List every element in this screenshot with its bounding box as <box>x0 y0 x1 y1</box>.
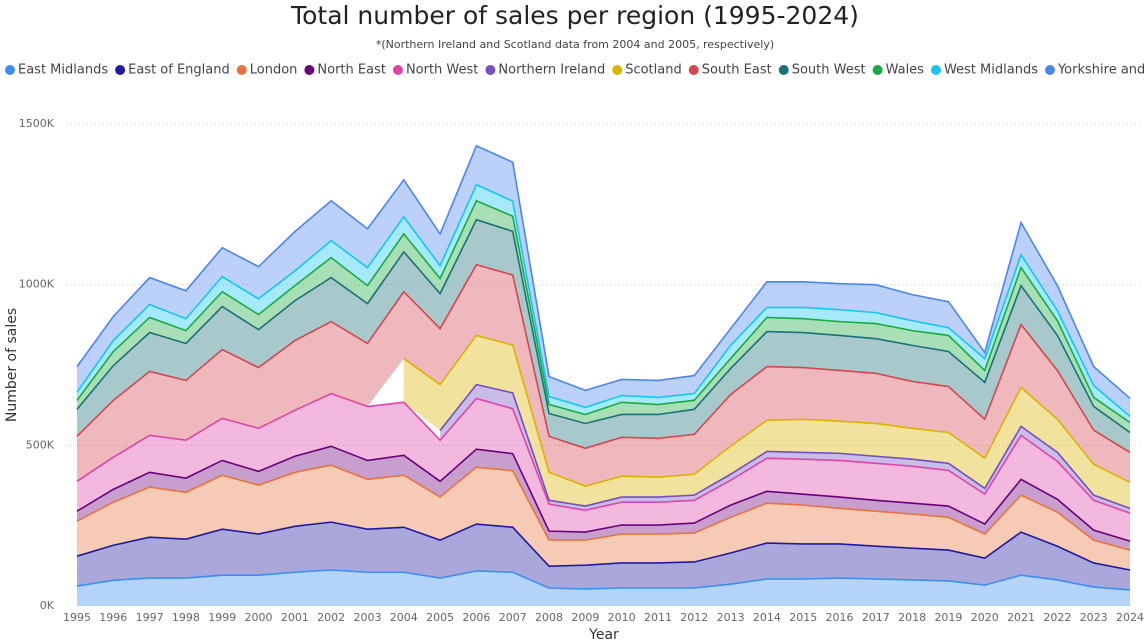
legend-label: East Midlands <box>18 63 108 78</box>
legend-label: Yorkshire and The Humber <box>1057 63 1144 78</box>
legend-label: South West <box>792 63 866 78</box>
x-tick-label: 2012 <box>680 611 708 624</box>
legend-marker <box>485 65 496 75</box>
x-tick-label: 2010 <box>608 611 636 624</box>
x-tick-label: 2024 <box>1116 611 1144 624</box>
x-tick-label: 2021 <box>1007 611 1035 624</box>
legend-label: East of England <box>128 63 230 78</box>
x-tick-label: 2011 <box>644 611 672 624</box>
legend-marker <box>930 65 941 75</box>
x-tick-label: 2014 <box>753 611 781 624</box>
y-tick-label: 0K <box>40 599 55 612</box>
x-tick-label: 2001 <box>281 611 309 624</box>
legend-label: West Midlands <box>944 63 1038 78</box>
area-line <box>76 263 1131 454</box>
area-fill <box>440 384 1130 514</box>
legend-marker <box>778 65 789 75</box>
area-line <box>76 569 1131 591</box>
area-line <box>76 218 1131 434</box>
area-line <box>76 445 1131 542</box>
x-tick-label: 2017 <box>862 611 890 624</box>
area-line <box>76 392 1131 514</box>
area-fill <box>77 393 1130 542</box>
x-tick-label: 2015 <box>789 611 817 624</box>
legend-label: Northern Ireland <box>498 63 605 78</box>
legend-label: North East <box>317 63 386 78</box>
legend-label: South East <box>702 63 772 78</box>
legend-label: Scotland <box>625 63 682 78</box>
area-fill <box>77 465 1130 571</box>
legend-label: North West <box>406 63 478 78</box>
area-line <box>76 183 1131 418</box>
x-tick-label: 2004 <box>390 611 418 624</box>
x-tick-label: 2005 <box>426 611 454 624</box>
x-tick-label: 2018 <box>898 611 926 624</box>
legend-marker <box>304 65 315 75</box>
area-fill <box>77 522 1130 590</box>
legend-marker <box>115 65 126 75</box>
legend-marker <box>612 65 623 75</box>
x-tick-label: 2006 <box>462 611 490 624</box>
x-tick-label: 1998 <box>172 611 200 624</box>
x-tick-label: 2003 <box>353 611 381 624</box>
legend-label: Wales <box>886 63 925 78</box>
x-tick-label: 2020 <box>971 611 999 624</box>
legend-marker <box>1044 65 1055 75</box>
x-tick-label: 2013 <box>717 611 745 624</box>
area-line <box>403 334 1131 487</box>
x-tick-label: 2023 <box>1080 611 1108 624</box>
area-line <box>439 383 1131 510</box>
x-tick-label: 2008 <box>535 611 563 624</box>
x-tick-label: 2002 <box>317 611 345 624</box>
y-tick-label: 1500K <box>19 117 55 130</box>
x-tick-label: 1996 <box>99 611 127 624</box>
area-line <box>76 144 1131 400</box>
legend-marker <box>236 65 247 75</box>
x-tick-label: 2019 <box>934 611 962 624</box>
area-fill <box>77 264 1130 487</box>
x-tick-label: 2000 <box>245 611 273 624</box>
y-axis-title: Number of sales <box>4 308 20 422</box>
area-line <box>76 464 1131 551</box>
legend-marker <box>872 65 883 75</box>
area-line <box>76 199 1131 424</box>
legend-marker <box>5 65 15 75</box>
x-tick-label: 2009 <box>571 611 599 624</box>
y-tick-label: 500K <box>26 438 55 451</box>
x-tick-label: 1995 <box>63 611 91 624</box>
x-tick-label: 2016 <box>826 611 854 624</box>
chart-subtitle: *(Northern Ireland and Scotland data fro… <box>376 38 774 51</box>
area-line <box>76 521 1131 571</box>
x-tick-label: 2007 <box>499 611 527 624</box>
area-fill <box>403 335 1130 509</box>
x-tick-label: 1997 <box>136 611 164 624</box>
x-axis-title: Year <box>588 627 619 643</box>
area-fill <box>77 219 1130 453</box>
x-tick-label: 2022 <box>1043 611 1071 624</box>
legend-label: London <box>250 63 298 78</box>
chart-title: Total number of sales per region (1995-2… <box>290 1 859 30</box>
x-tick-label: 1999 <box>208 611 236 624</box>
legend-marker <box>688 65 699 75</box>
legend-marker <box>392 65 403 75</box>
y-tick-label: 1000K <box>19 278 55 291</box>
area-fill <box>77 145 1130 417</box>
